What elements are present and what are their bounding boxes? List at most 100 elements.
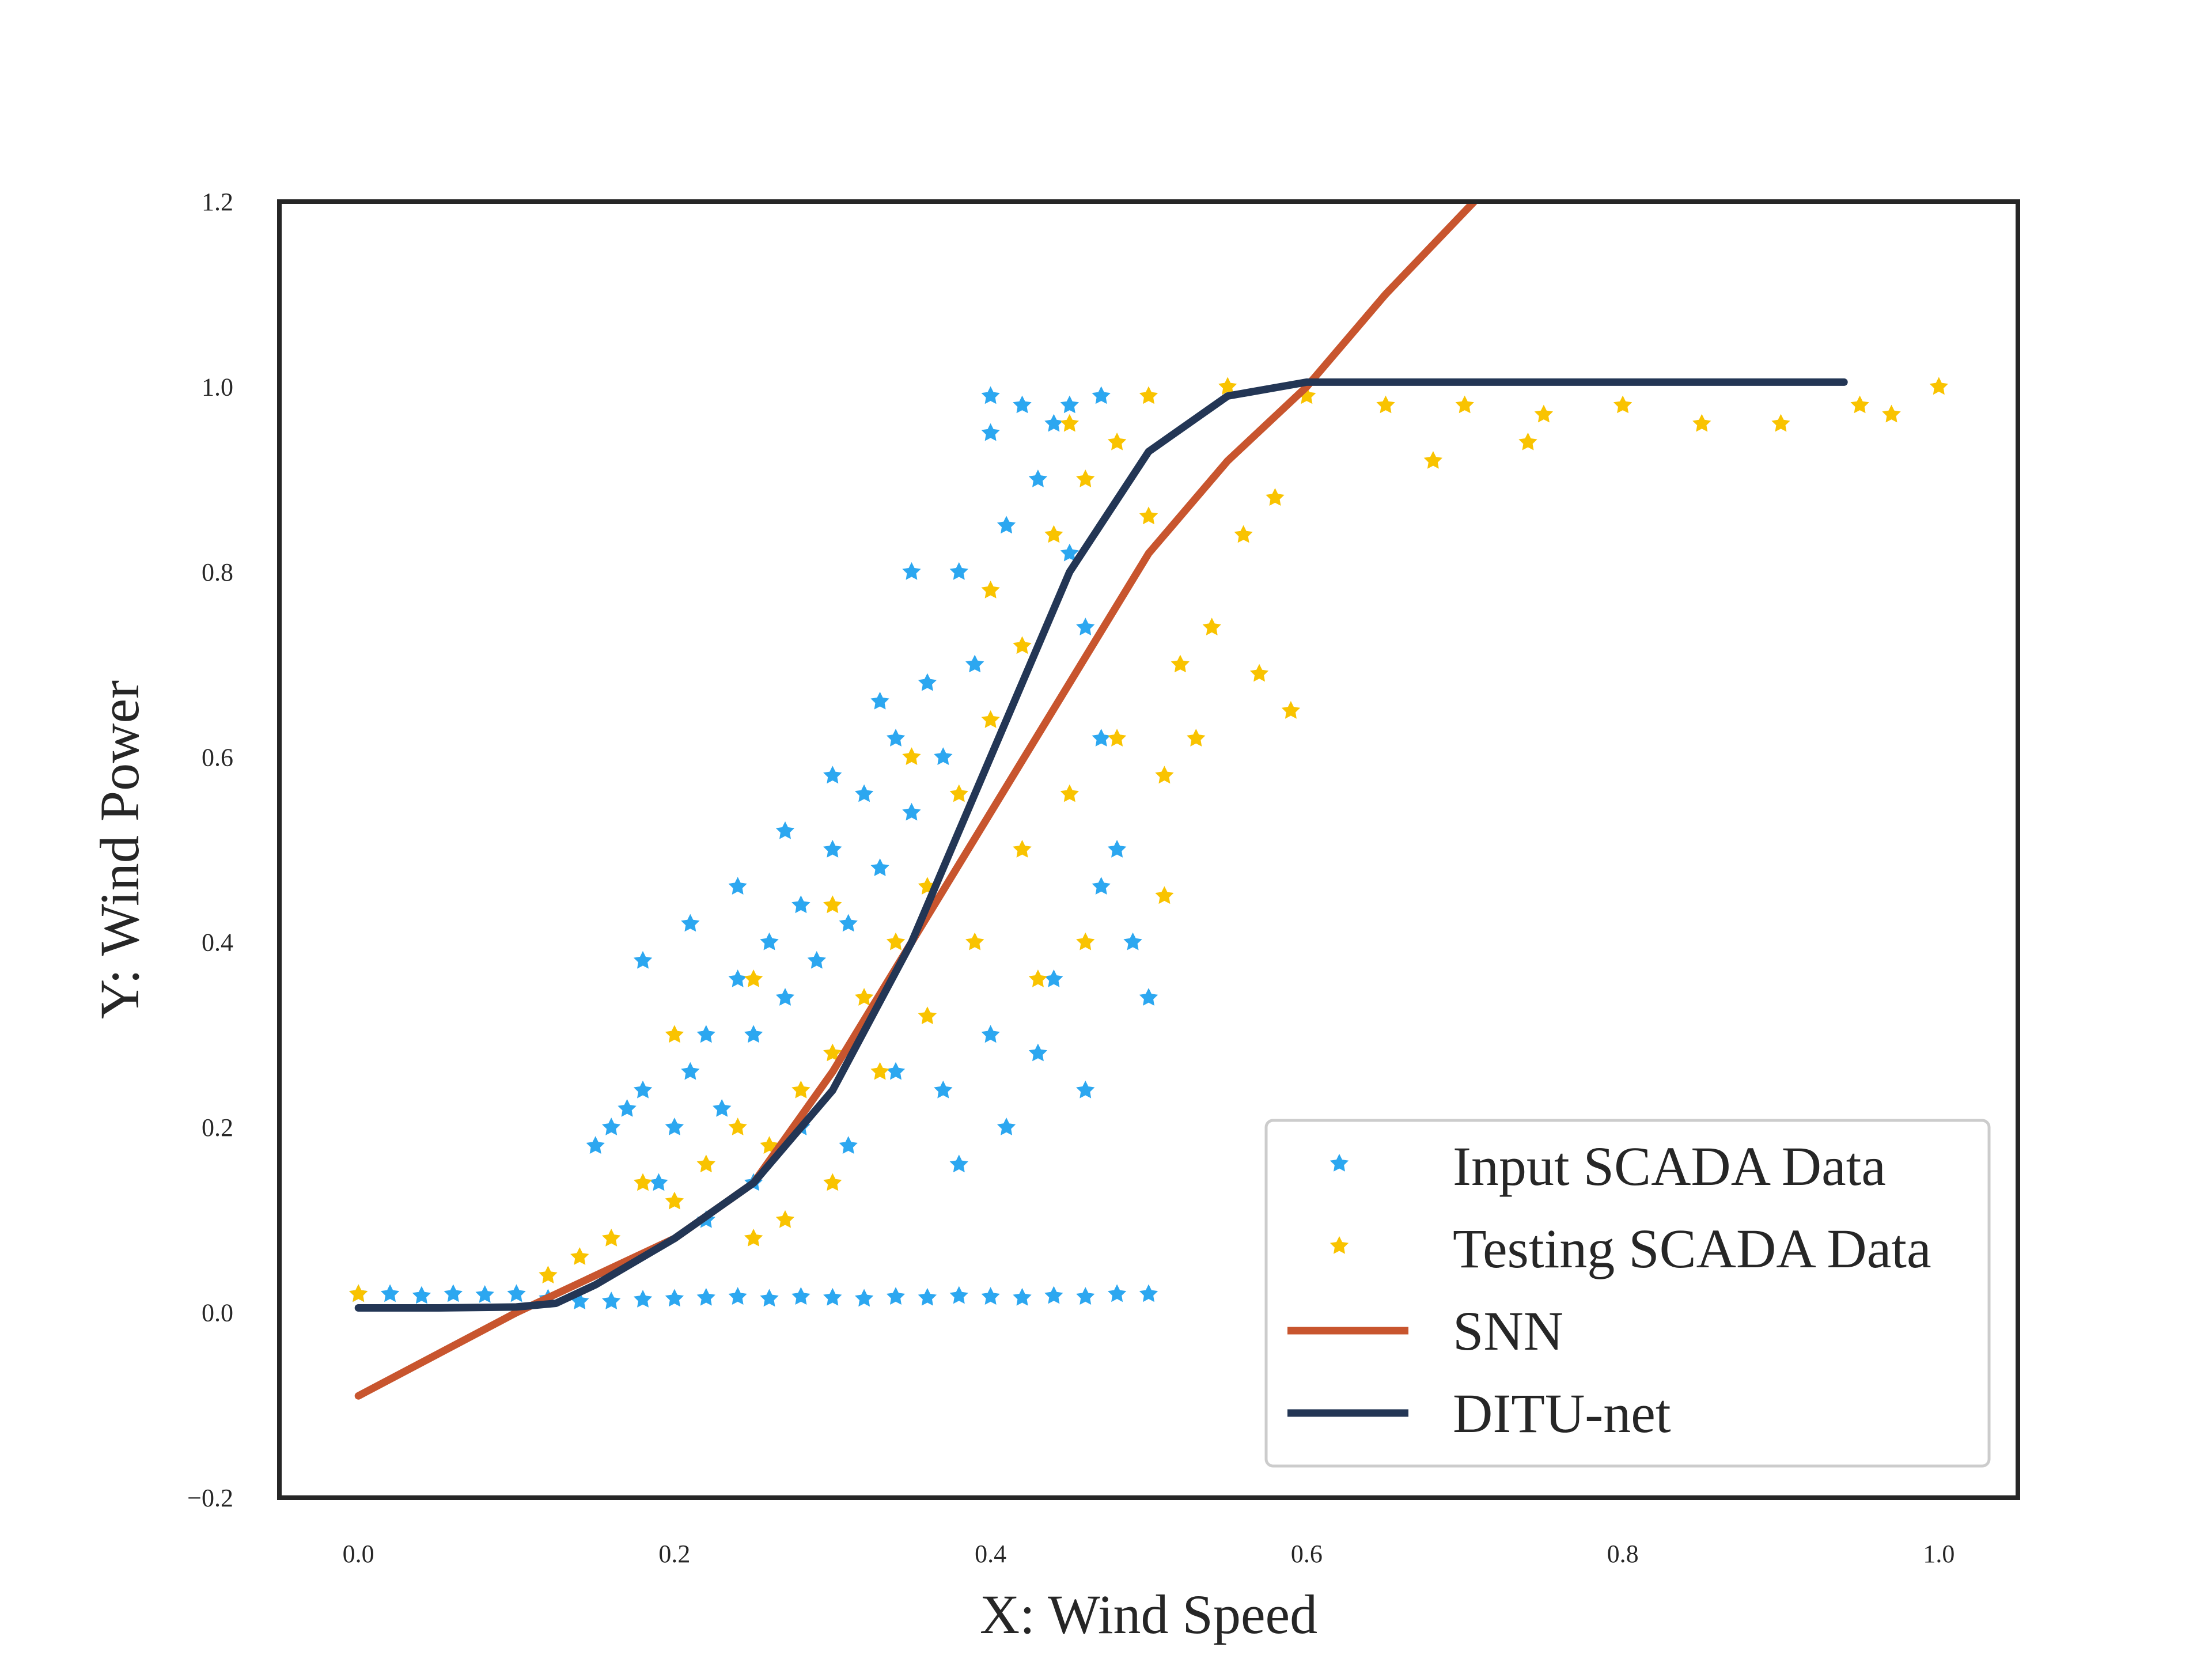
scatter-point-input [618,1099,637,1117]
scatter-point-input [507,1284,526,1302]
scatter-point-input [855,1289,874,1307]
scatter-point-input [665,1118,684,1135]
scatter-point-testing [349,1284,368,1302]
scatter-point-input [965,654,984,673]
scatter-point-input [981,1287,1000,1305]
scatter-point-input [1060,395,1079,414]
scatter-point-input [949,1154,968,1173]
scatter-point-testing [1187,729,1206,747]
x-axis-label: X: Wind Speed [980,1584,1317,1645]
scatter-point-input [570,1291,589,1309]
scatter-point-input [681,914,700,932]
scatter-point-testing [1281,700,1301,719]
legend-box [1264,1119,1991,1468]
scatter-point-testing [918,1006,937,1024]
legend-item-snn: SNN [1287,1300,1563,1362]
scatter-point-input [602,1291,621,1309]
scatter-point-testing [1202,618,1221,635]
scatter-point-testing [1376,395,1395,414]
scatter-point-testing [1218,377,1237,395]
scatter-point-input [1044,1286,1063,1304]
scatter-point-input [997,516,1016,534]
scatter-point-testing [1929,377,1948,395]
scatter-point-input [855,784,874,802]
scatter-point-input [902,802,921,821]
y-tick-label: 1.0 [202,373,233,401]
scatter-point-testing [981,581,1000,599]
legend-label-snn: SNN [1453,1300,1563,1362]
scatter-point-input [791,895,810,914]
y-tick-label: 0.6 [202,743,233,771]
x-axis-ticks: 0.0 0.2 0.4 0.6 0.8 1.0 [343,1540,1955,1568]
scatter-point-testing [1266,488,1285,506]
legend-label-testing: Testing SCADA Data [1453,1218,1931,1279]
scatter-point-input [870,858,889,876]
scatter-point-input [1060,543,1079,562]
scatter-point-input [886,1062,906,1080]
scatter-point-input [475,1285,494,1303]
scatter-point-input [633,1290,653,1308]
plot-frame [277,199,2020,1500]
scatter-point-input [886,1287,906,1305]
scatter-point-testing [965,932,984,950]
legend-marker-testing [1330,1236,1349,1254]
scatter-point-input [412,1286,431,1304]
scatter-point-input [870,691,889,710]
scatter-point-testing [1234,525,1253,543]
scatter-point-input [1028,469,1048,487]
scatter-point-input [823,1287,842,1306]
scatter-point-testing [1534,404,1554,423]
scatter-point-testing [981,710,1000,728]
scatter-point-testing [1044,525,1063,543]
scatter-point-testing [744,1229,763,1247]
scatter-point-input [633,950,653,969]
scatter-point-input [949,562,968,580]
scatter-point-testing [886,932,906,950]
scatter-point-input [1076,618,1095,635]
legend-item-ditu: DITU-net [1287,1382,1671,1444]
scatter-point-testing [665,1025,684,1043]
scatter-point-testing [1155,886,1174,904]
scatter-point-testing [855,988,874,1006]
scatter-point-testing [775,1210,795,1228]
scatter-point-testing [1613,395,1633,414]
y-tick-label: −0.2 [187,1484,233,1512]
scatter-point-testing [570,1247,589,1265]
scatter-point-input [728,1287,747,1305]
scatter-point-testing [1139,506,1158,525]
scatter-point-input [981,1025,1000,1043]
legend-item-testing: Testing SCADA Data [1330,1218,1931,1279]
scatter-point-testing [1060,414,1079,432]
scatter-point-testing [823,1173,842,1191]
scatter-point-input [728,877,747,895]
scatter-point-input [1028,1043,1048,1062]
scatter-point-input [934,1080,953,1099]
x-tick-label: 1.0 [1923,1540,1955,1568]
y-tick-label: 0.2 [202,1113,233,1142]
scatter-point-input [949,1286,968,1304]
scatter-point-testing [1850,395,1869,414]
scatter-point-input [681,1062,700,1080]
scatter-point-input [1139,988,1158,1006]
scatter-point-testing [1297,386,1316,404]
y-axis-label: Y: Wind Power [89,680,150,1019]
scatter-point-input [696,1025,715,1043]
scatter-point-input [760,932,779,950]
scatter-point-input [1123,932,1142,950]
y-tick-label: 0.8 [202,558,233,586]
scatter-point-testing [1249,664,1269,682]
legend-item-input: Input SCADA Data [1330,1135,1886,1197]
legend-star-icon [1330,1236,1349,1254]
scatter-point-input [934,747,953,765]
scatter-point-testing [1423,451,1442,469]
x-tick-label: 0.6 [1291,1540,1323,1568]
scatter-point-testing [949,784,968,802]
scatter-point-input [760,1289,779,1307]
scatter-point-testing [1060,784,1079,802]
scatter-point-input [1108,1284,1127,1302]
scatter-point-testing [728,1118,747,1135]
scatter-point-input [902,562,921,580]
scatter-point-input [649,1173,668,1191]
scatter-point-testing [902,747,921,765]
scatter-point-input [696,1287,715,1306]
